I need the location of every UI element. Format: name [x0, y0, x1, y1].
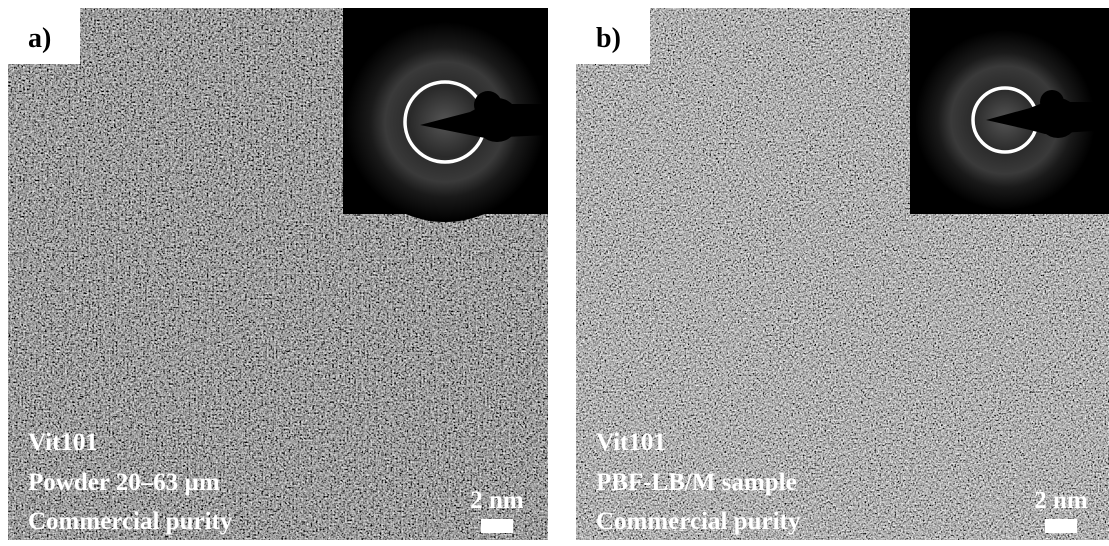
panel-b: b) Vit101 PBF-LB/M sample Commercial pur…: [576, 8, 1109, 540]
scale-bar-label: 2 nm: [1034, 487, 1088, 514]
caption-line: Powder 20–63 µm: [28, 469, 220, 496]
scale-bar-label: 2 nm: [470, 487, 524, 514]
scale-bar: [481, 519, 513, 533]
figure: a) Vit101 Powder 20–63 µm Commercial pur…: [0, 0, 1109, 546]
caption-line: Commercial purity: [28, 508, 233, 535]
panel-label: b): [596, 23, 621, 54]
caption-line: PBF-LB/M sample: [596, 469, 797, 496]
diffraction-inset: [343, 8, 548, 222]
caption-line: Vit101: [28, 429, 98, 456]
panel-label: a): [28, 23, 51, 54]
caption-line: Vit101: [596, 429, 666, 456]
scale-bar: [1045, 519, 1077, 533]
panel-a: a) Vit101 Powder 20–63 µm Commercial pur…: [8, 8, 548, 540]
diffraction-inset: [910, 8, 1109, 214]
caption-line: Commercial purity: [596, 508, 801, 535]
